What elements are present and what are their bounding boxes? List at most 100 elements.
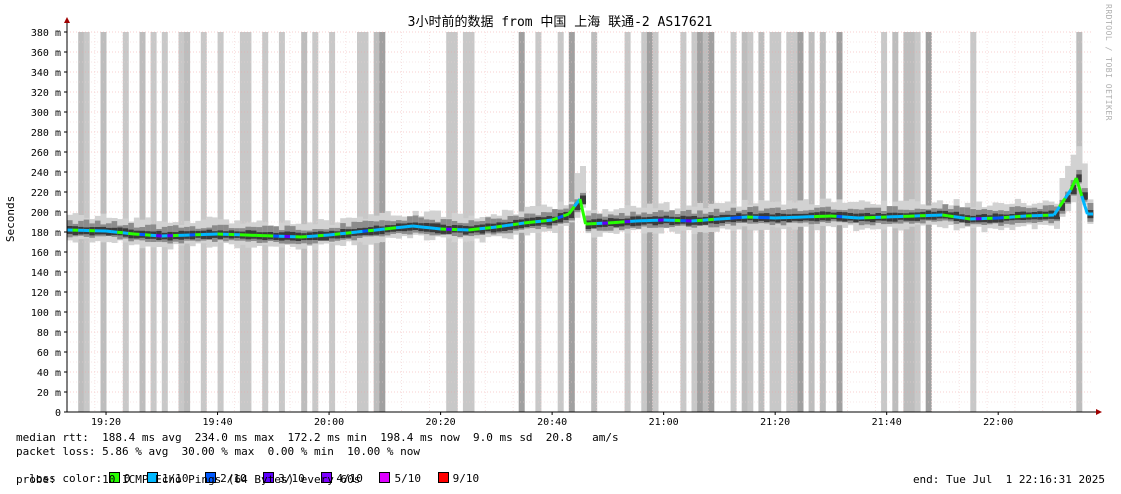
- rtt-smoke-band: [1070, 154, 1077, 203]
- median-rtt-segment: [496, 224, 503, 229]
- rtt-smoke-band: [1076, 146, 1083, 189]
- median-rtt-segment: [562, 212, 570, 218]
- loss-band: [278, 32, 285, 412]
- median-rtt-segment: [551, 216, 559, 222]
- loss-band: [312, 32, 319, 412]
- x-tick-label: 19:20: [91, 417, 121, 428]
- x-tick-label: 21:00: [649, 417, 679, 428]
- y-tick-label: 120 m: [31, 288, 61, 299]
- median-rtt-segment: [518, 221, 525, 226]
- y-axis-label: Seconds: [4, 196, 17, 242]
- median-rtt-segment: [546, 218, 553, 223]
- median-rtt-segment: [1080, 195, 1089, 215]
- median-rtt-segment: [964, 216, 971, 221]
- legend-swatch: [321, 472, 333, 483]
- loss-color-legend: loss color: 0 1/10 2/10 3/10 4/10 5/10 9…: [16, 459, 489, 485]
- legend-label: 5/10: [394, 472, 421, 485]
- y-tick-label: 140 m: [31, 268, 61, 279]
- median-rtt-segment: [485, 226, 491, 230]
- y-tick-label: 180 m: [31, 228, 61, 239]
- y-tick-label: 200 m: [31, 208, 61, 219]
- rtt-smoke-band: [1059, 203, 1066, 211]
- median-rtt-segment: [351, 230, 358, 235]
- median-rtt-segment: [111, 230, 118, 234]
- legend-label: 2/10: [220, 472, 247, 485]
- y-tick-label: 80 m: [37, 328, 61, 339]
- median-rtt-segment: [1063, 189, 1072, 200]
- median-rtt-segment: [1074, 177, 1084, 197]
- x-tick-label: 21:40: [872, 417, 902, 428]
- loss-band: [245, 32, 252, 412]
- median-rtt-segment: [356, 229, 363, 234]
- rtt-smoke-band: [1081, 192, 1088, 200]
- median-rtt-segment: [367, 228, 374, 233]
- median-rtt-segment: [947, 214, 954, 219]
- median-rtt-segment: [429, 226, 436, 230]
- rtt-smoke-band: [574, 202, 581, 211]
- median-rtt-segment: [942, 213, 949, 218]
- legend-label: 0: [123, 472, 131, 485]
- median-rtt-segment: [362, 229, 369, 233]
- x-tick-label: 20:40: [537, 417, 567, 428]
- legend-item: 4/10: [315, 472, 363, 485]
- median-rtt-segment: [373, 228, 380, 232]
- y-tick-label: 40 m: [37, 368, 61, 379]
- median-rtt-segment: [406, 224, 413, 229]
- y-tick-label: 60 m: [37, 348, 61, 359]
- median-rtt-segment: [567, 205, 576, 215]
- median-rtt-segment: [345, 231, 352, 235]
- legend-swatch: [146, 472, 158, 483]
- median-rtt-segment: [479, 226, 486, 231]
- median-rtt-segment: [334, 232, 341, 236]
- y-tick-label: 100 m: [31, 308, 61, 319]
- y-tick-label: 380 m: [31, 28, 61, 39]
- rtt-smoke-band: [580, 195, 586, 204]
- y-tick-label: 220 m: [31, 188, 61, 199]
- median-rtt-segment: [958, 215, 966, 220]
- x-tick-label: 20:20: [426, 417, 456, 428]
- median-rtt-segment: [512, 222, 519, 227]
- median-rtt-segment: [384, 226, 391, 231]
- rtt-smoke-band: [1059, 178, 1066, 217]
- median-rtt-segment: [524, 220, 530, 225]
- legend-item: 0: [102, 472, 130, 485]
- packet-loss-stats: packet loss: 5.86 % avg 30.00 % max 0.00…: [16, 445, 420, 458]
- y-tick-label: 260 m: [31, 148, 61, 159]
- legend-swatch: [263, 472, 275, 483]
- median-rtt-segment: [122, 231, 129, 235]
- rtt-smoke-band: [568, 210, 575, 219]
- median-rtt-segment: [379, 227, 385, 232]
- median-rtt-segment: [557, 214, 564, 220]
- legend-swatch: [205, 472, 217, 483]
- median-rtt-segment: [418, 225, 425, 229]
- median-rtt-segment: [507, 223, 514, 227]
- chart-title: 3小时前的数据 from 中国 上海 联通-2 AS17621: [408, 14, 713, 30]
- median-rtt-segment: [423, 225, 430, 230]
- x-tick-label: 21:20: [760, 417, 790, 428]
- y-tick-label: 360 m: [31, 48, 61, 59]
- y-axis-arrow: [64, 17, 70, 23]
- median-rtt-segment: [490, 225, 497, 230]
- legend-swatch: [379, 472, 391, 483]
- legend-swatch: [437, 472, 449, 483]
- median-rtt-segment: [1058, 197, 1067, 208]
- y-tick-label: 340 m: [31, 68, 61, 79]
- rrdtool-watermark: RRDTOOL / TOBI OETIKER: [1104, 4, 1113, 121]
- x-tick-label: 19:40: [202, 417, 232, 428]
- x-tick-label: 22:00: [983, 417, 1013, 428]
- y-tick-label: 240 m: [31, 168, 61, 179]
- median-rtt-segment: [340, 231, 346, 236]
- legend-swatch: [108, 472, 120, 483]
- loss-band: [1076, 32, 1083, 412]
- legend-label: 1/10: [161, 472, 189, 485]
- rtt-smoke-band: [1076, 174, 1083, 182]
- axes: 0 20 m 40 m 60 m 80 m 100 m 120 m 140 m 160 m 180…: [31, 17, 1102, 428]
- median-rtt-segment: [401, 225, 408, 229]
- rtt-smoke-band: [1054, 211, 1060, 220]
- end-timestamp: end: Tue Jul 1 22:16:31 2025: [912, 473, 1105, 486]
- median-rtt-segment: [529, 220, 536, 224]
- legend-item: 5/10: [373, 472, 421, 485]
- median-rtt-segment: [128, 231, 135, 236]
- legend-label: 3/10: [278, 472, 305, 485]
- median-rtt-segment: [535, 219, 542, 224]
